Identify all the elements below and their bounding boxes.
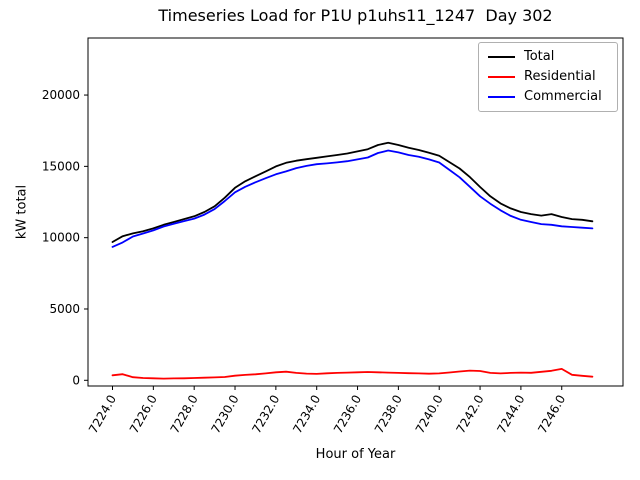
legend-item-residential: Residential	[485, 67, 611, 87]
x-tick-label: 7234.0	[290, 393, 323, 436]
chart-title: Timeseries Load for P1U p1uhs11_1247 Day…	[158, 6, 553, 25]
x-tick-label: 7240.0	[413, 393, 446, 436]
axes-spines	[87, 37, 624, 387]
x-tick-label: 7226.0	[127, 393, 160, 436]
y-tick-label: 15000	[42, 159, 80, 173]
legend: Total Residential Commercial	[478, 42, 618, 112]
x-tick-label: 7246.0	[535, 393, 568, 436]
x-tick-label: 7244.0	[494, 393, 527, 436]
y-axis-label: kW total	[14, 184, 30, 240]
x-tick-label: 7230.0	[208, 393, 241, 436]
series-line-residential	[111, 367, 594, 380]
legend-label-commercial: Commercial	[524, 89, 602, 104]
x-tick-label: 7224.0	[86, 393, 119, 436]
legend-label-residential: Residential	[524, 69, 596, 84]
legend-item-total: Total	[485, 47, 611, 67]
series-line-total	[111, 141, 594, 243]
legend-label-total: Total	[524, 49, 555, 64]
legend-line-swatch-commercial	[488, 96, 515, 98]
x-tick-label: 7232.0	[249, 393, 282, 436]
x-tick-label: 7238.0	[372, 393, 405, 436]
legend-line-swatch-residential	[488, 76, 515, 78]
y-tick-label: 20000	[42, 88, 80, 102]
legend-item-commercial: Commercial	[485, 87, 611, 107]
y-tick-label: 5000	[49, 302, 80, 316]
series-line-commercial	[111, 149, 594, 248]
y-tick-label: 10000	[42, 231, 80, 245]
x-axis-label: Hour of Year	[315, 447, 396, 462]
x-tick-label: 7228.0	[168, 393, 201, 436]
legend-line-swatch-total	[488, 56, 515, 58]
y-tick-label: 0	[72, 373, 80, 387]
x-tick-label: 7236.0	[331, 393, 364, 436]
x-tick-label: 7242.0	[454, 392, 487, 435]
